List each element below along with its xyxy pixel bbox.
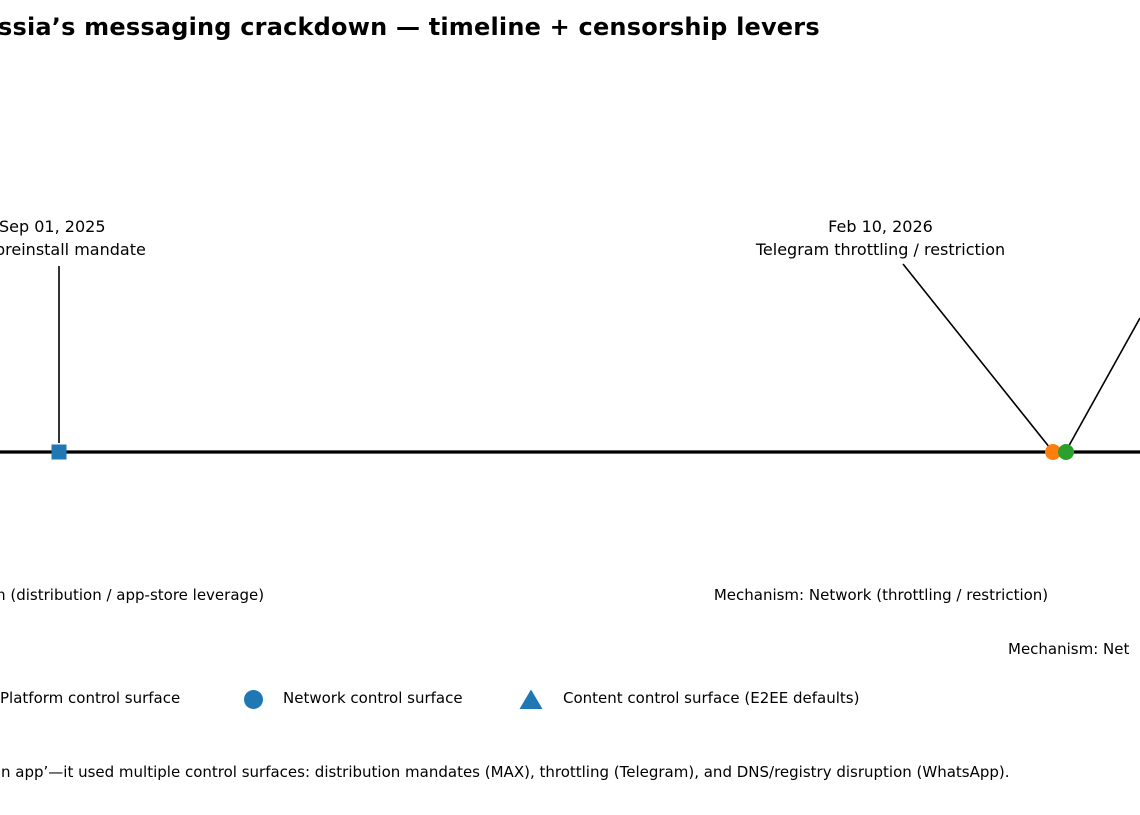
event-label: Telegram throttling / restriction <box>755 240 1006 259</box>
leader-line-event-2 <box>902 263 1051 449</box>
event-date: Sep 01, 2025 <box>0 217 106 236</box>
event-date: Feb 10, 2026 <box>828 217 933 236</box>
legend-item-content: Content control surface (E2EE defaults) <box>563 689 860 707</box>
event-marker-circle-telegram <box>1045 444 1061 460</box>
legend-item-platform: Platform control surface <box>0 689 181 707</box>
event-annotation: Feb 10, 2026 Telegram throttling / restr… <box>700 215 1061 261</box>
event-marker-square-platform <box>51 444 67 460</box>
legend-swatch-circle <box>244 690 263 709</box>
mechanism-label-1: m (distribution / app-store leverage) <box>0 586 265 604</box>
legend-swatch-triangle <box>519 689 543 709</box>
leader-line-event-3 <box>1065 317 1140 452</box>
chart-title: ssia’s messaging crackdown — timeline + … <box>0 13 820 41</box>
mechanism-label-3: Mechanism: Net <box>1008 640 1130 658</box>
mechanism-label-2: Mechanism: Network (throttling / restric… <box>713 586 1049 604</box>
event-marker-circle-whatsapp <box>1058 444 1074 460</box>
event-label: preinstall mandate <box>0 240 146 259</box>
chart-footnote: n app’—it used multiple control surfaces… <box>1 763 1010 781</box>
legend-item-network: Network control surface <box>283 689 463 707</box>
